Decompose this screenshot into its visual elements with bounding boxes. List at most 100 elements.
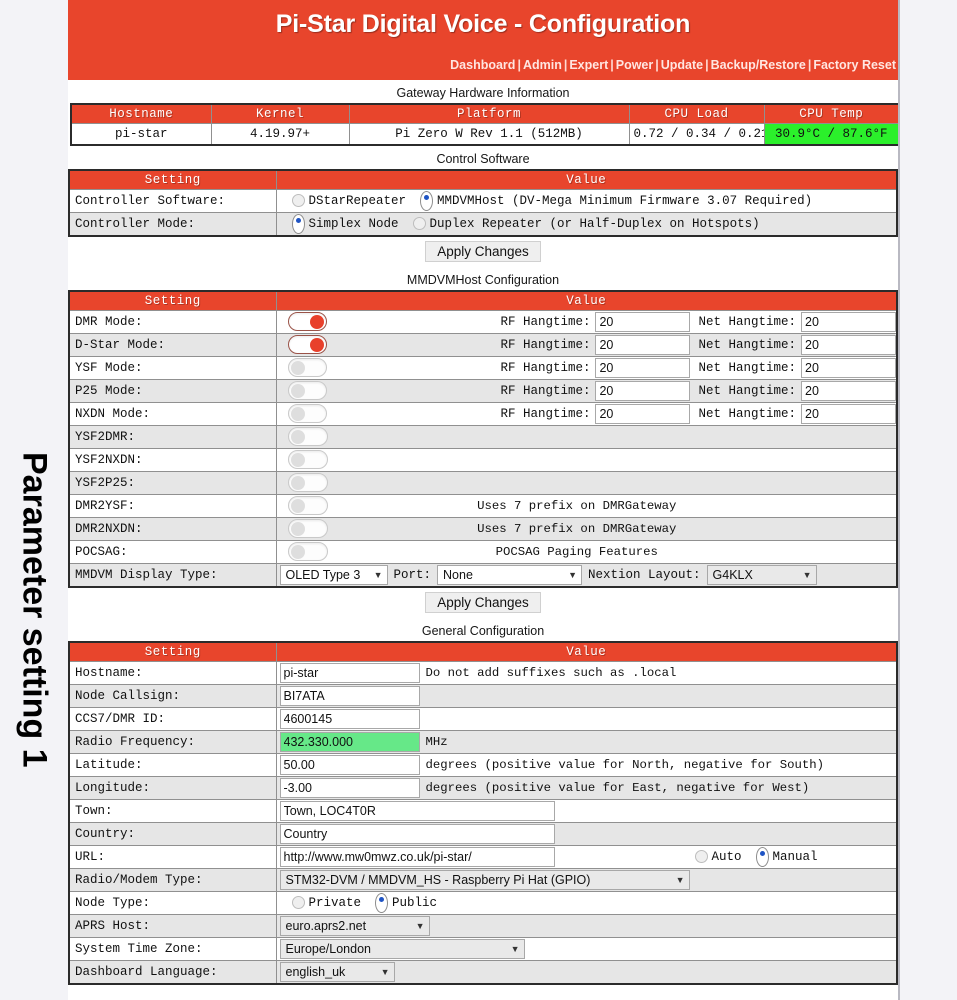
input-url[interactable]: [279, 846, 555, 867]
input-rf-hangtime[interactable]: [595, 357, 691, 378]
control-software-apply-wrap: Apply Changes: [68, 237, 898, 267]
radio-url-manual[interactable]: [755, 846, 769, 867]
table-row: P25 Mode: RF Hangtime: Net Hangtime:: [68, 378, 898, 403]
value-pocsag: POCSAG Paging Features: [275, 539, 898, 564]
input-net-hangtime[interactable]: [801, 334, 896, 355]
label-hostname: Hostname:: [68, 660, 277, 685]
radio-dstarrepeater-label: DStarRepeater: [308, 193, 407, 208]
label-rf-hangtime: RF Hangtime:: [500, 337, 591, 352]
select-dashboard-language[interactable]: english_uk ▼: [279, 961, 395, 982]
mmdvm-apply-wrap: Apply Changes: [68, 588, 898, 618]
toggle-knob: [290, 499, 305, 513]
table-row: DMR Mode: RF Hangtime: Net Hangtime:: [68, 309, 898, 334]
value-dmr2nxdn: Uses 7 prefix on DMRGateway: [275, 516, 898, 541]
apply-changes-button-control-software[interactable]: Apply Changes: [425, 240, 541, 262]
input-rf-hangtime[interactable]: [595, 403, 691, 424]
mmdvm-title: MMDVMHost Configuration: [406, 272, 560, 287]
th-value: Value: [275, 169, 898, 190]
label-port: Port:: [393, 567, 432, 582]
table-row: Dashboard Language: english_uk ▼: [68, 959, 898, 984]
value-node-type: Private Public: [275, 890, 898, 915]
label-radio-modem-type: Radio/Modem Type:: [68, 867, 277, 892]
chevron-down-icon: ▼: [415, 920, 425, 931]
gateway-title: Gateway Hardware Information: [396, 86, 570, 100]
input-radio-frequency[interactable]: [279, 731, 420, 752]
table-row: Controller Mode: Simplex Node Duplex Rep…: [68, 211, 898, 236]
toggle-p25mode[interactable]: [287, 381, 328, 400]
input-node-callsign[interactable]: [279, 685, 420, 706]
select-aprs-host[interactable]: euro.aprs2.net ▼: [279, 915, 430, 936]
toggle-ysf2nxdn[interactable]: [287, 450, 328, 469]
nav-power[interactable]: Power: [615, 58, 654, 72]
label-dmrmode: DMR Mode:: [68, 309, 277, 334]
radio-simplex-node[interactable]: [291, 213, 305, 234]
value-ysf2dmr: [275, 424, 898, 449]
input-ccs7-dmr-id[interactable]: [279, 708, 420, 729]
select-port[interactable]: None ▼: [437, 564, 583, 585]
input-rf-hangtime[interactable]: [595, 311, 691, 332]
nav-expert[interactable]: Expert: [569, 58, 609, 72]
label-controller-mode: Controller Mode:: [68, 211, 277, 236]
nav-dashboard[interactable]: Dashboard: [450, 58, 516, 72]
nav-factory-reset[interactable]: Factory Reset: [813, 58, 896, 72]
label-system-time-zone: System Time Zone:: [68, 936, 277, 961]
toggle-knob: [310, 315, 325, 329]
toggle-knob: [310, 338, 325, 352]
table-row: Town:: [68, 798, 898, 823]
input-net-hangtime[interactable]: [801, 403, 896, 424]
radio-mmdvmhost[interactable]: [420, 190, 434, 211]
radio-node-private[interactable]: [291, 896, 305, 909]
page-title: Pi-Star Digital Voice - Configuration: [275, 10, 691, 38]
select-port-value: None: [443, 567, 473, 582]
input-hostname[interactable]: [279, 662, 420, 683]
toggle-ysf2dmr[interactable]: [287, 427, 328, 446]
radio-node-public[interactable]: [375, 892, 389, 913]
toggle-pocsag[interactable]: [287, 542, 328, 561]
nav-update[interactable]: Update: [660, 58, 704, 72]
toggle-ysfmode[interactable]: [287, 358, 328, 377]
chevron-down-icon: ▼: [568, 569, 578, 580]
radio-url-auto[interactable]: [694, 850, 708, 863]
select-system-time-zone[interactable]: Europe/London ▼: [279, 938, 525, 959]
radio-duplex-repeater[interactable]: [412, 217, 426, 230]
table-row: pi-star 4.19.97+ Pi Zero W Rev 1.1 (512M…: [70, 123, 898, 145]
toggle-nxdnmode[interactable]: [287, 404, 328, 423]
input-net-hangtime[interactable]: [801, 357, 896, 378]
label-d-starmode: D-Star Mode:: [68, 332, 277, 357]
nav-admin[interactable]: Admin: [522, 58, 562, 72]
table-row: Controller Software: DStarRepeater MMDVM…: [68, 188, 898, 213]
radio-dstarrepeater[interactable]: [291, 194, 305, 207]
select-display-type-value: OLED Type 3: [285, 567, 361, 582]
select-nextion-layout[interactable]: G4KLX ▼: [706, 564, 817, 585]
note-dmr2ysf: Uses 7 prefix on DMRGateway: [477, 498, 677, 513]
label-rf-hangtime: RF Hangtime:: [500, 406, 591, 421]
apply-changes-button-mmdvm[interactable]: Apply Changes: [425, 591, 541, 613]
table-row: APRS Host: euro.aprs2.net ▼: [68, 913, 898, 938]
toggle-ysf2p25[interactable]: [287, 473, 328, 492]
input-country[interactable]: [279, 823, 555, 844]
value-p25mode: RF Hangtime: Net Hangtime:: [275, 378, 898, 403]
toggle-dmr2ysf[interactable]: [287, 496, 328, 515]
th-cpu-temp: CPU Temp: [763, 103, 898, 124]
input-net-hangtime[interactable]: [801, 380, 896, 401]
input-rf-hangtime[interactable]: [595, 380, 691, 401]
select-display-type[interactable]: OLED Type 3 ▼: [279, 564, 388, 585]
table-row: CCS7/DMR ID:: [68, 706, 898, 731]
label-ysfmode: YSF Mode:: [68, 355, 277, 380]
select-radio-modem-type[interactable]: STM32-DVM / MMDVM_HS - Raspberry Pi Hat …: [279, 869, 690, 890]
input-longitude[interactable]: [279, 777, 420, 798]
toggle-dmrmode[interactable]: [287, 312, 328, 331]
input-town[interactable]: [279, 800, 555, 821]
input-rf-hangtime[interactable]: [595, 334, 691, 355]
nav-backup-restore[interactable]: Backup/Restore: [710, 58, 806, 72]
table-row: Longitude: degrees (positive value for Ea…: [68, 775, 898, 800]
toggle-d-starmode[interactable]: [287, 335, 328, 354]
th-hostname: Hostname: [70, 103, 212, 124]
control-software-title: Control Software: [436, 151, 530, 166]
toggle-knob: [290, 407, 305, 421]
toggle-dmr2nxdn[interactable]: [287, 519, 328, 538]
input-latitude[interactable]: [279, 754, 420, 775]
value-nxdnmode: RF Hangtime: Net Hangtime:: [275, 401, 898, 426]
input-net-hangtime[interactable]: [801, 311, 896, 332]
label-mmdvm-display-type: MMDVM Display Type:: [68, 562, 277, 587]
